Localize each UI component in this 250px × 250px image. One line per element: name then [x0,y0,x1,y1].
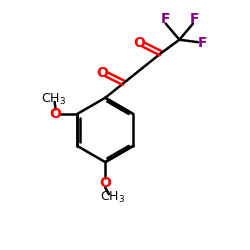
Text: CH$_3$: CH$_3$ [41,92,66,106]
Text: O: O [50,107,62,121]
Text: O: O [99,176,111,190]
Text: O: O [133,36,145,51]
Text: CH$_3$: CH$_3$ [100,190,125,206]
Text: F: F [198,36,207,51]
Text: F: F [190,12,199,26]
Text: O: O [96,66,108,80]
Text: F: F [161,12,170,26]
